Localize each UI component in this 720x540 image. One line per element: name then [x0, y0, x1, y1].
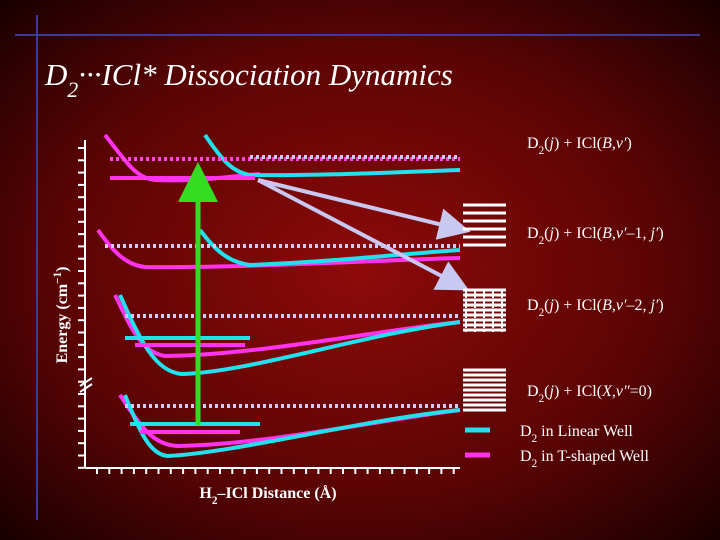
channel-label: D2(j) + ICl(X,v″=0): [527, 383, 652, 405]
channel-labels: D2(j) + ICl(B,v′)D2(j) + ICl(B,v′–1, j′)…: [527, 135, 664, 405]
potential-curves: [96, 133, 461, 459]
text-part: 2: [539, 393, 545, 405]
text-part: j: [547, 225, 554, 242]
text-part: B: [602, 297, 612, 314]
channel-label: D2(j) + ICl(B,v′): [527, 135, 632, 157]
text-part: ) + ICl(: [554, 297, 602, 314]
text-part: D: [44, 57, 67, 92]
text-part: –1,: [625, 225, 650, 242]
text-part: B: [602, 135, 612, 152]
x-axis-label: H2–ICl Distance (Å): [199, 484, 336, 507]
text-part: 2: [212, 495, 218, 507]
text-part: D: [527, 135, 539, 152]
title: D2···ICl* Dissociation Dynamics: [44, 57, 453, 102]
text-part: ···ICl* Dissociation Dynamics: [78, 57, 453, 92]
text-part: ): [658, 225, 663, 242]
text-part: (: [544, 135, 549, 152]
text-part: v′: [616, 225, 627, 242]
y-axis-label: Energy (cm−1): [52, 267, 71, 364]
text-part: (: [544, 297, 549, 314]
text-part: D: [527, 225, 539, 242]
text-part: 2: [539, 307, 545, 319]
text-part: D: [527, 297, 539, 314]
legend-label: D2 in Linear Well: [520, 423, 633, 445]
text-part: =0): [630, 383, 652, 400]
text-part: (: [544, 383, 549, 400]
text-part: D: [520, 423, 532, 440]
channel-label: D2(j) + ICl(B,v′–1, j′): [527, 225, 664, 247]
text-part: ,: [612, 225, 616, 242]
text-part: j: [547, 297, 554, 314]
text-part: D: [527, 383, 539, 400]
text-part: –ICl Distance (Å): [216, 484, 336, 502]
text-part: j: [547, 135, 554, 152]
text-part: B: [602, 225, 612, 242]
axes: [79, 140, 460, 469]
text-part: ) + ICl(: [554, 135, 602, 152]
text-part: ,: [612, 297, 616, 314]
legend-label: D2 in T-shaped Well: [520, 448, 649, 470]
text-part: v′: [616, 135, 627, 152]
text-part: in Linear Well: [537, 423, 633, 440]
text-part: ,: [612, 383, 616, 400]
text-part: in T-shaped Well: [537, 448, 649, 465]
text-part: j′: [648, 225, 658, 242]
text-part: X: [601, 383, 613, 400]
text-part: ): [626, 135, 631, 152]
channel-label: D2(j) + ICl(B,v′–2, j′): [527, 297, 664, 319]
text-part: ): [658, 297, 663, 314]
text-part: 2: [539, 235, 545, 247]
text-part: 2: [539, 145, 545, 157]
text-part: H: [199, 485, 212, 502]
text-part: ): [54, 267, 71, 272]
dissociation-arrow: [257, 178, 470, 291]
text-part: Energy (cm: [54, 283, 71, 363]
text-part: 2: [67, 78, 78, 102]
text-part: ,: [612, 135, 616, 152]
text-part: D: [520, 448, 532, 465]
text-part: v″: [616, 383, 630, 400]
dissociation-arrow: [257, 178, 471, 240]
text-part: 2: [532, 458, 538, 470]
rotational-levels: [463, 203, 506, 412]
text-part: 2: [532, 433, 538, 445]
text-part: −1: [52, 272, 64, 284]
text-part: j′: [648, 297, 658, 314]
text-part: ) + ICl(: [554, 383, 602, 400]
text-part: (: [544, 225, 549, 242]
text-part: –2,: [625, 297, 650, 314]
text-part: j: [547, 383, 554, 400]
text-part: ) + ICl(: [554, 225, 602, 242]
text-part: v′: [616, 297, 627, 314]
ticks: [78, 147, 455, 474]
